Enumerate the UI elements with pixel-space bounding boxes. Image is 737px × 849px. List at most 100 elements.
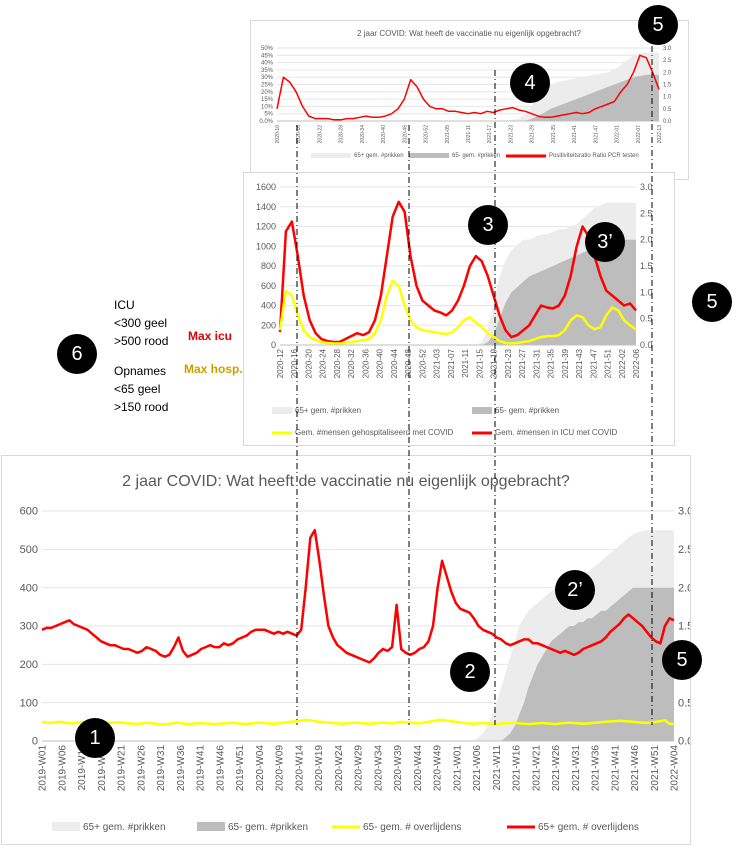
- x-tick-label: 2021-W26: [551, 745, 562, 792]
- x-tick-label: 2019-W51: [235, 745, 246, 792]
- chart-title: 2 jaar COVID: Wat heeft de vaccinatie nu…: [357, 29, 581, 38]
- y-tick-label: 200: [20, 659, 38, 671]
- x-tick-label: 2019-W46: [215, 745, 226, 792]
- series-line: [278, 200, 637, 344]
- x-tick-label: 2020-22: [317, 125, 323, 144]
- x-tick-label: 2020-28: [339, 125, 345, 144]
- y2-tick-label: 1.5: [663, 83, 672, 89]
- x-tick-label: 2020-W29: [354, 745, 365, 792]
- y-tick-label: 5%: [264, 112, 273, 118]
- y2-tick-label: 0.5: [640, 314, 653, 324]
- x-tick-label: 2021-43: [575, 348, 584, 378]
- x-tick-label: 2021-31: [532, 348, 541, 378]
- y2-tick-label: 2.5: [663, 58, 672, 64]
- legend-swatch: [311, 153, 351, 158]
- x-tick-label: 2021-39: [561, 348, 570, 378]
- y-tick-label: 600: [20, 506, 38, 518]
- y2-tick-label: 3.0: [640, 182, 653, 192]
- y2-tick-label: 0.0: [678, 736, 690, 748]
- y-tick-label: 300: [20, 621, 38, 633]
- opnames-yellow-text: <65 geel: [114, 382, 161, 396]
- chart-hospital-panel: 0 200 400 600 800 1000 1200 1400 1600 0.0 0.5 1.0 1.…: [243, 172, 675, 446]
- x-tick-label: 2020-W24: [334, 745, 345, 792]
- x-tick-label: 2020-52: [418, 348, 427, 378]
- x-tick-label: 2019-W16: [97, 745, 108, 792]
- opnames-red-text: >150 rood: [114, 400, 169, 414]
- x-tick-label: 2021-19: [490, 348, 499, 378]
- badge-3: 3: [468, 205, 508, 245]
- x-tick-label: 2019-W31: [156, 745, 167, 792]
- x-tick-label: 2021-W36: [591, 745, 602, 792]
- x-tick-label: 2020-12: [276, 348, 285, 378]
- x-tick-label: 2022-13: [657, 125, 663, 144]
- y2-tick-label: 3.0: [678, 506, 690, 518]
- x-tick-label: 2020-46: [402, 125, 408, 144]
- opnames-label: Opnames: [114, 364, 167, 378]
- y2-tick-label: 0.0: [663, 119, 672, 125]
- x-tick-label: 2021-11: [466, 125, 472, 143]
- x-tick-label: 2019-W36: [176, 745, 187, 792]
- x-tick-label: 2021-23: [504, 348, 513, 378]
- x-tick-label: 2020-24: [319, 348, 328, 378]
- x-tick-label: 2020-16: [296, 125, 302, 144]
- x-tick-label: 2019-W01: [38, 745, 49, 792]
- badge-1: 1: [75, 718, 115, 758]
- x-tick-label: 2021-W01: [452, 745, 463, 792]
- series-line: [41, 718, 675, 726]
- x-tick-label: 2021-35: [551, 125, 557, 144]
- badge-5-middle: 5: [692, 282, 732, 322]
- x-tick-label: 2021-35: [547, 348, 556, 378]
- x-tick-label: 2021-W51: [650, 745, 661, 792]
- x-tick-label: 2021-47: [593, 125, 599, 144]
- x-tick-label: 2021-27: [518, 348, 527, 378]
- y-tick-label: 1400: [256, 202, 276, 212]
- x-tick-label: 2021-W06: [472, 745, 483, 792]
- x-tick-label: 2021-23: [508, 125, 514, 144]
- x-tick-label: 2020-48: [404, 348, 413, 378]
- y2-tick-label: 1.0: [640, 287, 653, 297]
- y2-tick-label: 1.5: [678, 621, 690, 633]
- x-tick-label: 2022-02: [618, 348, 627, 378]
- legend-swatch: [52, 822, 80, 831]
- series-line: [276, 54, 660, 121]
- legend-swatch: [409, 153, 449, 158]
- x-tick-label: 2021-W46: [630, 745, 641, 792]
- y-tick-label: 0.0%: [259, 119, 273, 125]
- y2-tick-label: 1.5: [640, 261, 653, 271]
- x-tick-label: 2020-W19: [314, 745, 325, 792]
- y2-tick-label: 0.5: [678, 697, 690, 709]
- x-tick-label: 2019-W11: [77, 745, 88, 791]
- y2-tick-label: 2.5: [640, 208, 653, 218]
- legend-label: 65+ gem. #prikken: [354, 153, 404, 159]
- x-tick-label: 2020-10: [275, 125, 281, 144]
- icu-legend: ICU <300 geel >500 rood: [114, 296, 168, 350]
- series-area: [42, 530, 674, 741]
- y-tick-label: 10%: [261, 104, 274, 110]
- y-tick-label: 30%: [261, 75, 274, 81]
- y-tick-label: 0: [32, 736, 38, 748]
- series-line: [278, 279, 637, 345]
- badge-5-bottom: 5: [662, 640, 702, 680]
- max-hosp-label: Max hosp.: [184, 362, 243, 376]
- x-tick-label: 2021-29: [530, 125, 536, 144]
- x-tick-label: 2021-11: [461, 348, 470, 377]
- x-tick-label: 2019-W06: [57, 745, 68, 792]
- icu-red-text: >500 rood: [114, 334, 169, 348]
- x-tick-label: 2020-40: [381, 125, 387, 144]
- icu-label: ICU: [114, 298, 135, 312]
- legend-label: 65- gem. #prikken: [228, 822, 308, 833]
- series-area: [280, 239, 636, 345]
- y-tick-label: 1000: [256, 241, 276, 251]
- max-icu-label: Max icu: [188, 329, 233, 343]
- x-tick-label: 2020-44: [390, 348, 399, 378]
- x-tick-label: 2020-40: [376, 348, 385, 378]
- x-tick-label: 2021-W31: [571, 745, 582, 792]
- x-tick-label: 2020-34: [360, 125, 366, 144]
- y-tick-label: 1200: [256, 222, 276, 232]
- y-tick-label: 40%: [261, 61, 274, 67]
- y2-tick-label: 2.0: [663, 70, 672, 76]
- x-tick-label: 2021-15: [475, 348, 484, 378]
- y2-tick-label: 2.5: [678, 544, 690, 556]
- x-tick-label: 2021-47: [589, 348, 598, 378]
- series-area: [277, 74, 659, 121]
